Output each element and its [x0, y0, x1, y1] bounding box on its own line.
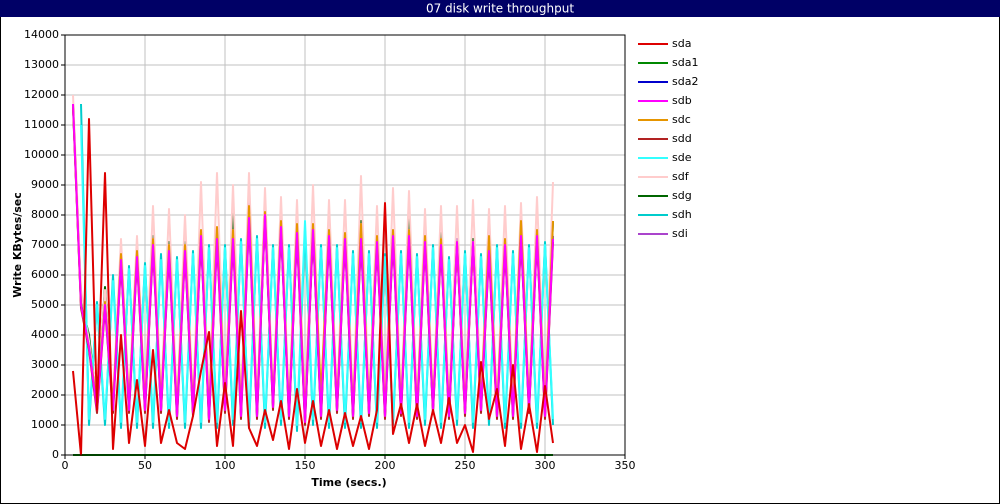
y-tick-label: 9000 — [31, 178, 59, 191]
legend-label: sdb — [672, 94, 692, 107]
y-tick-label: 1000 — [31, 418, 59, 431]
series-line — [72, 94, 554, 414]
legend-label: sde — [672, 151, 692, 164]
y-tick-label: 3000 — [31, 358, 59, 371]
x-tick-label: 200 — [375, 459, 396, 472]
series-line — [72, 103, 554, 423]
legend-label: sda2 — [672, 75, 698, 88]
y-tick-label: 7000 — [31, 238, 59, 251]
legend-label: sda — [672, 37, 691, 50]
y-tick-label: 6000 — [31, 268, 59, 281]
title-bar — [0, 0, 1000, 17]
y-tick-label: 11000 — [24, 118, 59, 131]
legend-label: sdc — [672, 113, 691, 126]
y-axis-label: Write KBytes/sec — [11, 192, 24, 298]
chart-title: 07 disk write throughput — [426, 2, 574, 16]
y-tick-label: 14000 — [24, 28, 59, 41]
x-tick-label: 100 — [215, 459, 236, 472]
legend-label: sdd — [672, 132, 692, 145]
legend-label: sdg — [672, 189, 692, 202]
legend-label: sdf — [672, 170, 690, 183]
x-tick-label: 0 — [62, 459, 69, 472]
legend: sda sda1 sda2 sdb sdc sdd sde sdf sdg sdh sdi — [638, 37, 698, 240]
y-tick-label: 5000 — [31, 298, 59, 311]
x-tick-label: 350 — [615, 459, 636, 472]
x-axis-label: Time (secs.) — [311, 476, 386, 489]
y-tick-label: 0 — [52, 448, 59, 461]
legend-label: sdi — [672, 227, 688, 240]
y-tick-label: 13000 — [24, 58, 59, 71]
series-line — [72, 118, 554, 456]
y-tick-label: 2000 — [31, 388, 59, 401]
x-tick-label: 150 — [295, 459, 316, 472]
legend-label: sda1 — [672, 56, 698, 69]
x-tick-label: 300 — [535, 459, 556, 472]
y-tick-label: 8000 — [31, 208, 59, 221]
legend-label: sdh — [672, 208, 692, 221]
y-tick-label: 12000 — [24, 88, 59, 101]
x-tick-label: 250 — [455, 459, 476, 472]
x-tick-label: 50 — [138, 459, 152, 472]
y-tick-label: 10000 — [24, 148, 59, 161]
y-tick-label: 4000 — [31, 328, 59, 341]
